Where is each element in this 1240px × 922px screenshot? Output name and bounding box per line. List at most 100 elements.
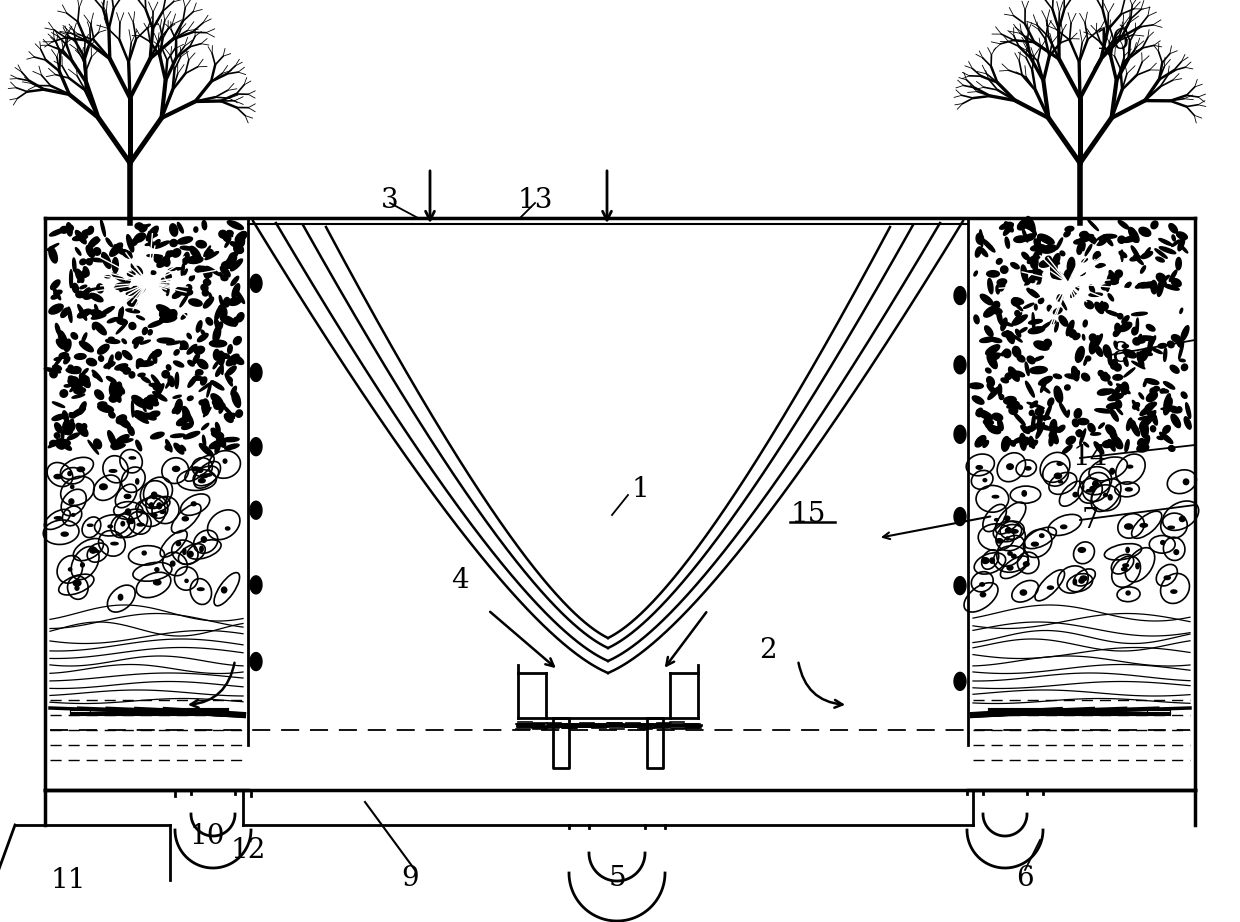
Ellipse shape — [1090, 285, 1095, 293]
Ellipse shape — [134, 233, 145, 242]
Ellipse shape — [125, 509, 130, 514]
Ellipse shape — [203, 279, 211, 285]
Polygon shape — [250, 502, 262, 519]
Ellipse shape — [1128, 228, 1140, 242]
Ellipse shape — [1073, 579, 1076, 585]
Ellipse shape — [1159, 274, 1167, 284]
Ellipse shape — [166, 273, 171, 280]
Ellipse shape — [1095, 302, 1104, 313]
Ellipse shape — [1073, 492, 1078, 497]
Ellipse shape — [201, 537, 206, 542]
Ellipse shape — [1042, 386, 1050, 393]
Ellipse shape — [146, 226, 159, 241]
Ellipse shape — [161, 278, 166, 291]
Ellipse shape — [55, 475, 62, 479]
Ellipse shape — [1007, 402, 1018, 408]
Ellipse shape — [134, 411, 149, 419]
Ellipse shape — [196, 370, 203, 375]
Ellipse shape — [1032, 414, 1035, 431]
Ellipse shape — [1149, 388, 1157, 395]
Ellipse shape — [210, 440, 226, 449]
Ellipse shape — [149, 502, 154, 509]
Ellipse shape — [1148, 336, 1156, 349]
Ellipse shape — [972, 396, 985, 404]
Polygon shape — [250, 275, 262, 292]
Ellipse shape — [1055, 323, 1058, 332]
Ellipse shape — [64, 384, 71, 387]
Ellipse shape — [1141, 351, 1152, 356]
Ellipse shape — [1032, 313, 1034, 330]
Ellipse shape — [1014, 336, 1022, 342]
Ellipse shape — [108, 317, 118, 323]
Ellipse shape — [1132, 313, 1147, 315]
Ellipse shape — [128, 298, 138, 306]
Ellipse shape — [94, 390, 104, 399]
Ellipse shape — [1138, 393, 1143, 399]
Ellipse shape — [1182, 392, 1187, 398]
Ellipse shape — [133, 287, 140, 294]
Ellipse shape — [1027, 356, 1035, 364]
Ellipse shape — [138, 524, 144, 526]
Ellipse shape — [79, 341, 93, 352]
Ellipse shape — [1156, 257, 1164, 262]
Ellipse shape — [105, 276, 110, 278]
Ellipse shape — [1012, 298, 1021, 306]
Polygon shape — [250, 653, 262, 670]
Ellipse shape — [1044, 405, 1052, 420]
Ellipse shape — [986, 368, 991, 373]
Ellipse shape — [1054, 308, 1063, 314]
Ellipse shape — [1179, 342, 1183, 359]
Ellipse shape — [197, 360, 208, 369]
Ellipse shape — [1027, 289, 1039, 298]
Ellipse shape — [216, 366, 222, 376]
Ellipse shape — [1116, 408, 1122, 415]
Ellipse shape — [1001, 266, 1008, 273]
Ellipse shape — [1126, 488, 1132, 491]
Ellipse shape — [205, 271, 210, 278]
Ellipse shape — [1143, 435, 1149, 447]
Ellipse shape — [231, 357, 237, 365]
Ellipse shape — [174, 361, 184, 367]
Ellipse shape — [118, 595, 123, 600]
Ellipse shape — [87, 525, 93, 526]
Ellipse shape — [1184, 417, 1192, 429]
Ellipse shape — [226, 373, 232, 386]
Ellipse shape — [66, 223, 72, 236]
Ellipse shape — [1058, 425, 1065, 432]
Ellipse shape — [1099, 371, 1104, 376]
Ellipse shape — [1079, 548, 1085, 552]
Ellipse shape — [1125, 524, 1132, 529]
Ellipse shape — [1019, 327, 1027, 333]
Ellipse shape — [1126, 419, 1132, 431]
Ellipse shape — [61, 227, 68, 233]
Ellipse shape — [115, 352, 122, 360]
Ellipse shape — [1115, 270, 1122, 278]
Ellipse shape — [1180, 245, 1188, 253]
Ellipse shape — [148, 234, 157, 237]
Ellipse shape — [151, 375, 160, 385]
Ellipse shape — [207, 383, 211, 397]
Ellipse shape — [166, 365, 171, 371]
Ellipse shape — [1008, 367, 1019, 381]
Ellipse shape — [1032, 542, 1038, 546]
Ellipse shape — [117, 394, 122, 396]
Ellipse shape — [1006, 528, 1012, 533]
Ellipse shape — [1137, 439, 1143, 445]
Ellipse shape — [1086, 234, 1097, 244]
Ellipse shape — [128, 272, 134, 277]
Ellipse shape — [1007, 464, 1013, 469]
Ellipse shape — [195, 347, 205, 354]
Ellipse shape — [1029, 320, 1043, 325]
Ellipse shape — [153, 240, 160, 248]
Ellipse shape — [88, 227, 93, 233]
Polygon shape — [954, 672, 966, 691]
Ellipse shape — [109, 412, 115, 418]
Ellipse shape — [55, 432, 60, 438]
Ellipse shape — [219, 296, 223, 305]
Polygon shape — [250, 576, 262, 594]
Ellipse shape — [1014, 311, 1019, 316]
Ellipse shape — [232, 284, 239, 298]
Ellipse shape — [219, 353, 229, 359]
Ellipse shape — [129, 323, 136, 329]
Text: 4: 4 — [451, 566, 469, 594]
